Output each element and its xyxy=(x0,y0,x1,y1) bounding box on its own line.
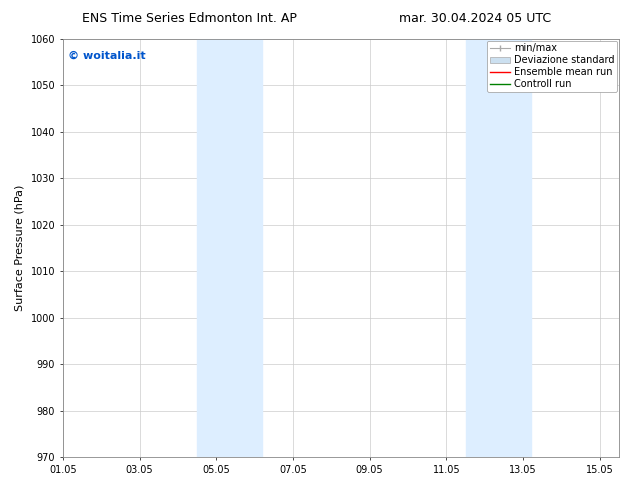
Text: mar. 30.04.2024 05 UTC: mar. 30.04.2024 05 UTC xyxy=(399,12,552,25)
Bar xyxy=(197,39,262,457)
Text: ENS Time Series Edmonton Int. AP: ENS Time Series Edmonton Int. AP xyxy=(82,12,297,25)
Bar xyxy=(465,39,531,457)
Y-axis label: Surface Pressure (hPa): Surface Pressure (hPa) xyxy=(15,185,25,311)
Legend: min/max, Deviazione standard, Ensemble mean run, Controll run: min/max, Deviazione standard, Ensemble m… xyxy=(488,41,617,92)
Text: © woitalia.it: © woitalia.it xyxy=(68,51,146,61)
